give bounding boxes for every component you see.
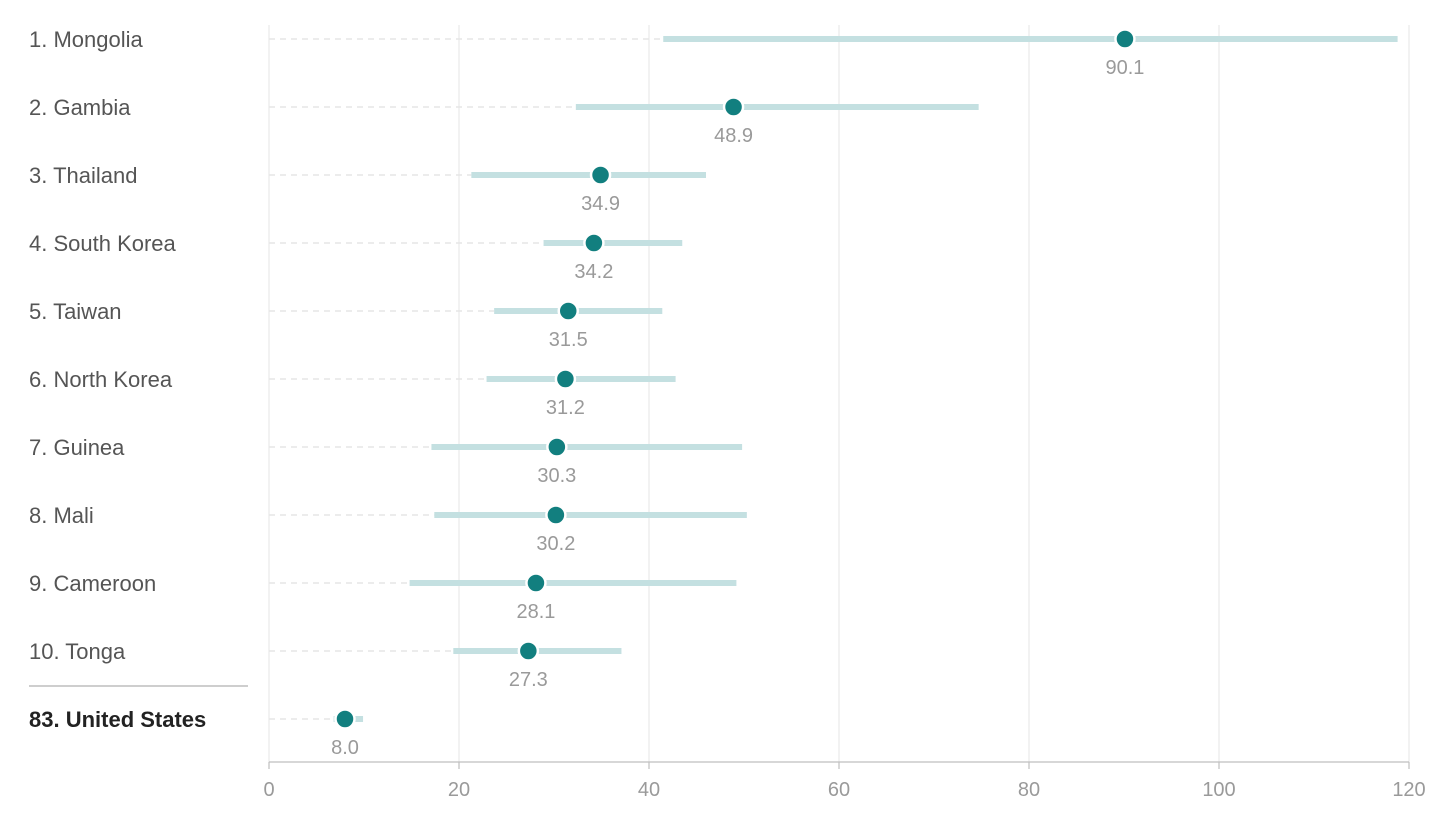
row-label: 5. Taiwan bbox=[29, 299, 122, 324]
row-label: 4. South Korea bbox=[29, 231, 177, 256]
row-label: 7. Guinea bbox=[29, 435, 125, 460]
data-point bbox=[545, 504, 567, 526]
data-label: 31.2 bbox=[546, 397, 585, 419]
x-tick-label: 0 bbox=[263, 779, 274, 801]
chart-row: 1. Mongolia 90.1 bbox=[29, 27, 1398, 79]
row-label: 6. North Korea bbox=[29, 367, 173, 392]
data-label: 31.5 bbox=[549, 329, 588, 351]
data-point bbox=[525, 572, 547, 594]
grid-layer bbox=[268, 25, 1410, 762]
x-axis: 0 20 40 60 80 100 120 bbox=[263, 761, 1426, 801]
chart-row: 4. South Korea 34.2 bbox=[29, 231, 683, 283]
data-label: 30.3 bbox=[537, 465, 576, 487]
row-label: 9. Cameroon bbox=[29, 571, 156, 596]
data-point bbox=[554, 368, 577, 390]
data-label: 27.3 bbox=[509, 669, 548, 691]
chart-row: 6. North Korea 31.2 bbox=[29, 367, 676, 419]
chart-row: 2. Gambia 48.9 bbox=[29, 95, 979, 147]
chart-row: 9. Cameroon 28.1 bbox=[29, 571, 737, 623]
chart-row: 8. Mali 30.2 bbox=[29, 503, 747, 555]
data-label: 34.2 bbox=[574, 261, 613, 283]
data-point bbox=[334, 708, 356, 730]
x-tick-label: 80 bbox=[1018, 779, 1040, 801]
row-label: 83. United States bbox=[29, 707, 206, 732]
data-point bbox=[1114, 28, 1136, 50]
chart-row: 5. Taiwan 31.5 bbox=[29, 299, 663, 351]
data-label: 90.1 bbox=[1105, 57, 1144, 79]
data-point bbox=[583, 232, 605, 254]
data-label: 28.1 bbox=[516, 601, 555, 623]
row-label: 8. Mali bbox=[29, 503, 94, 528]
chart-row: 10. Tonga 27.3 bbox=[29, 639, 622, 691]
row-label: 2. Gambia bbox=[29, 95, 131, 120]
x-tick-label: 120 bbox=[1392, 779, 1425, 801]
data-label: 8.0 bbox=[331, 737, 359, 759]
data-point bbox=[589, 164, 612, 186]
row-label: 1. Mongolia bbox=[29, 27, 144, 52]
data-label: 48.9 bbox=[714, 125, 753, 147]
chart-row: 7. Guinea 30.3 bbox=[29, 435, 743, 487]
row-label: 3. Thailand bbox=[29, 163, 137, 188]
x-tick-label: 100 bbox=[1202, 779, 1235, 801]
data-point bbox=[546, 436, 568, 458]
data-point bbox=[517, 640, 540, 662]
x-tick-label: 20 bbox=[448, 779, 470, 801]
chart-row: 83. United States 8.0 bbox=[29, 707, 364, 759]
data-point bbox=[557, 300, 579, 322]
chart-row: 3. Thailand 34.9 bbox=[29, 163, 706, 215]
data-label: 30.2 bbox=[536, 533, 575, 555]
x-tick-label: 60 bbox=[828, 779, 850, 801]
x-tick-label: 40 bbox=[638, 779, 660, 801]
data-point bbox=[722, 96, 745, 118]
data-label: 34.9 bbox=[581, 193, 620, 215]
row-label: 10. Tonga bbox=[29, 639, 126, 664]
